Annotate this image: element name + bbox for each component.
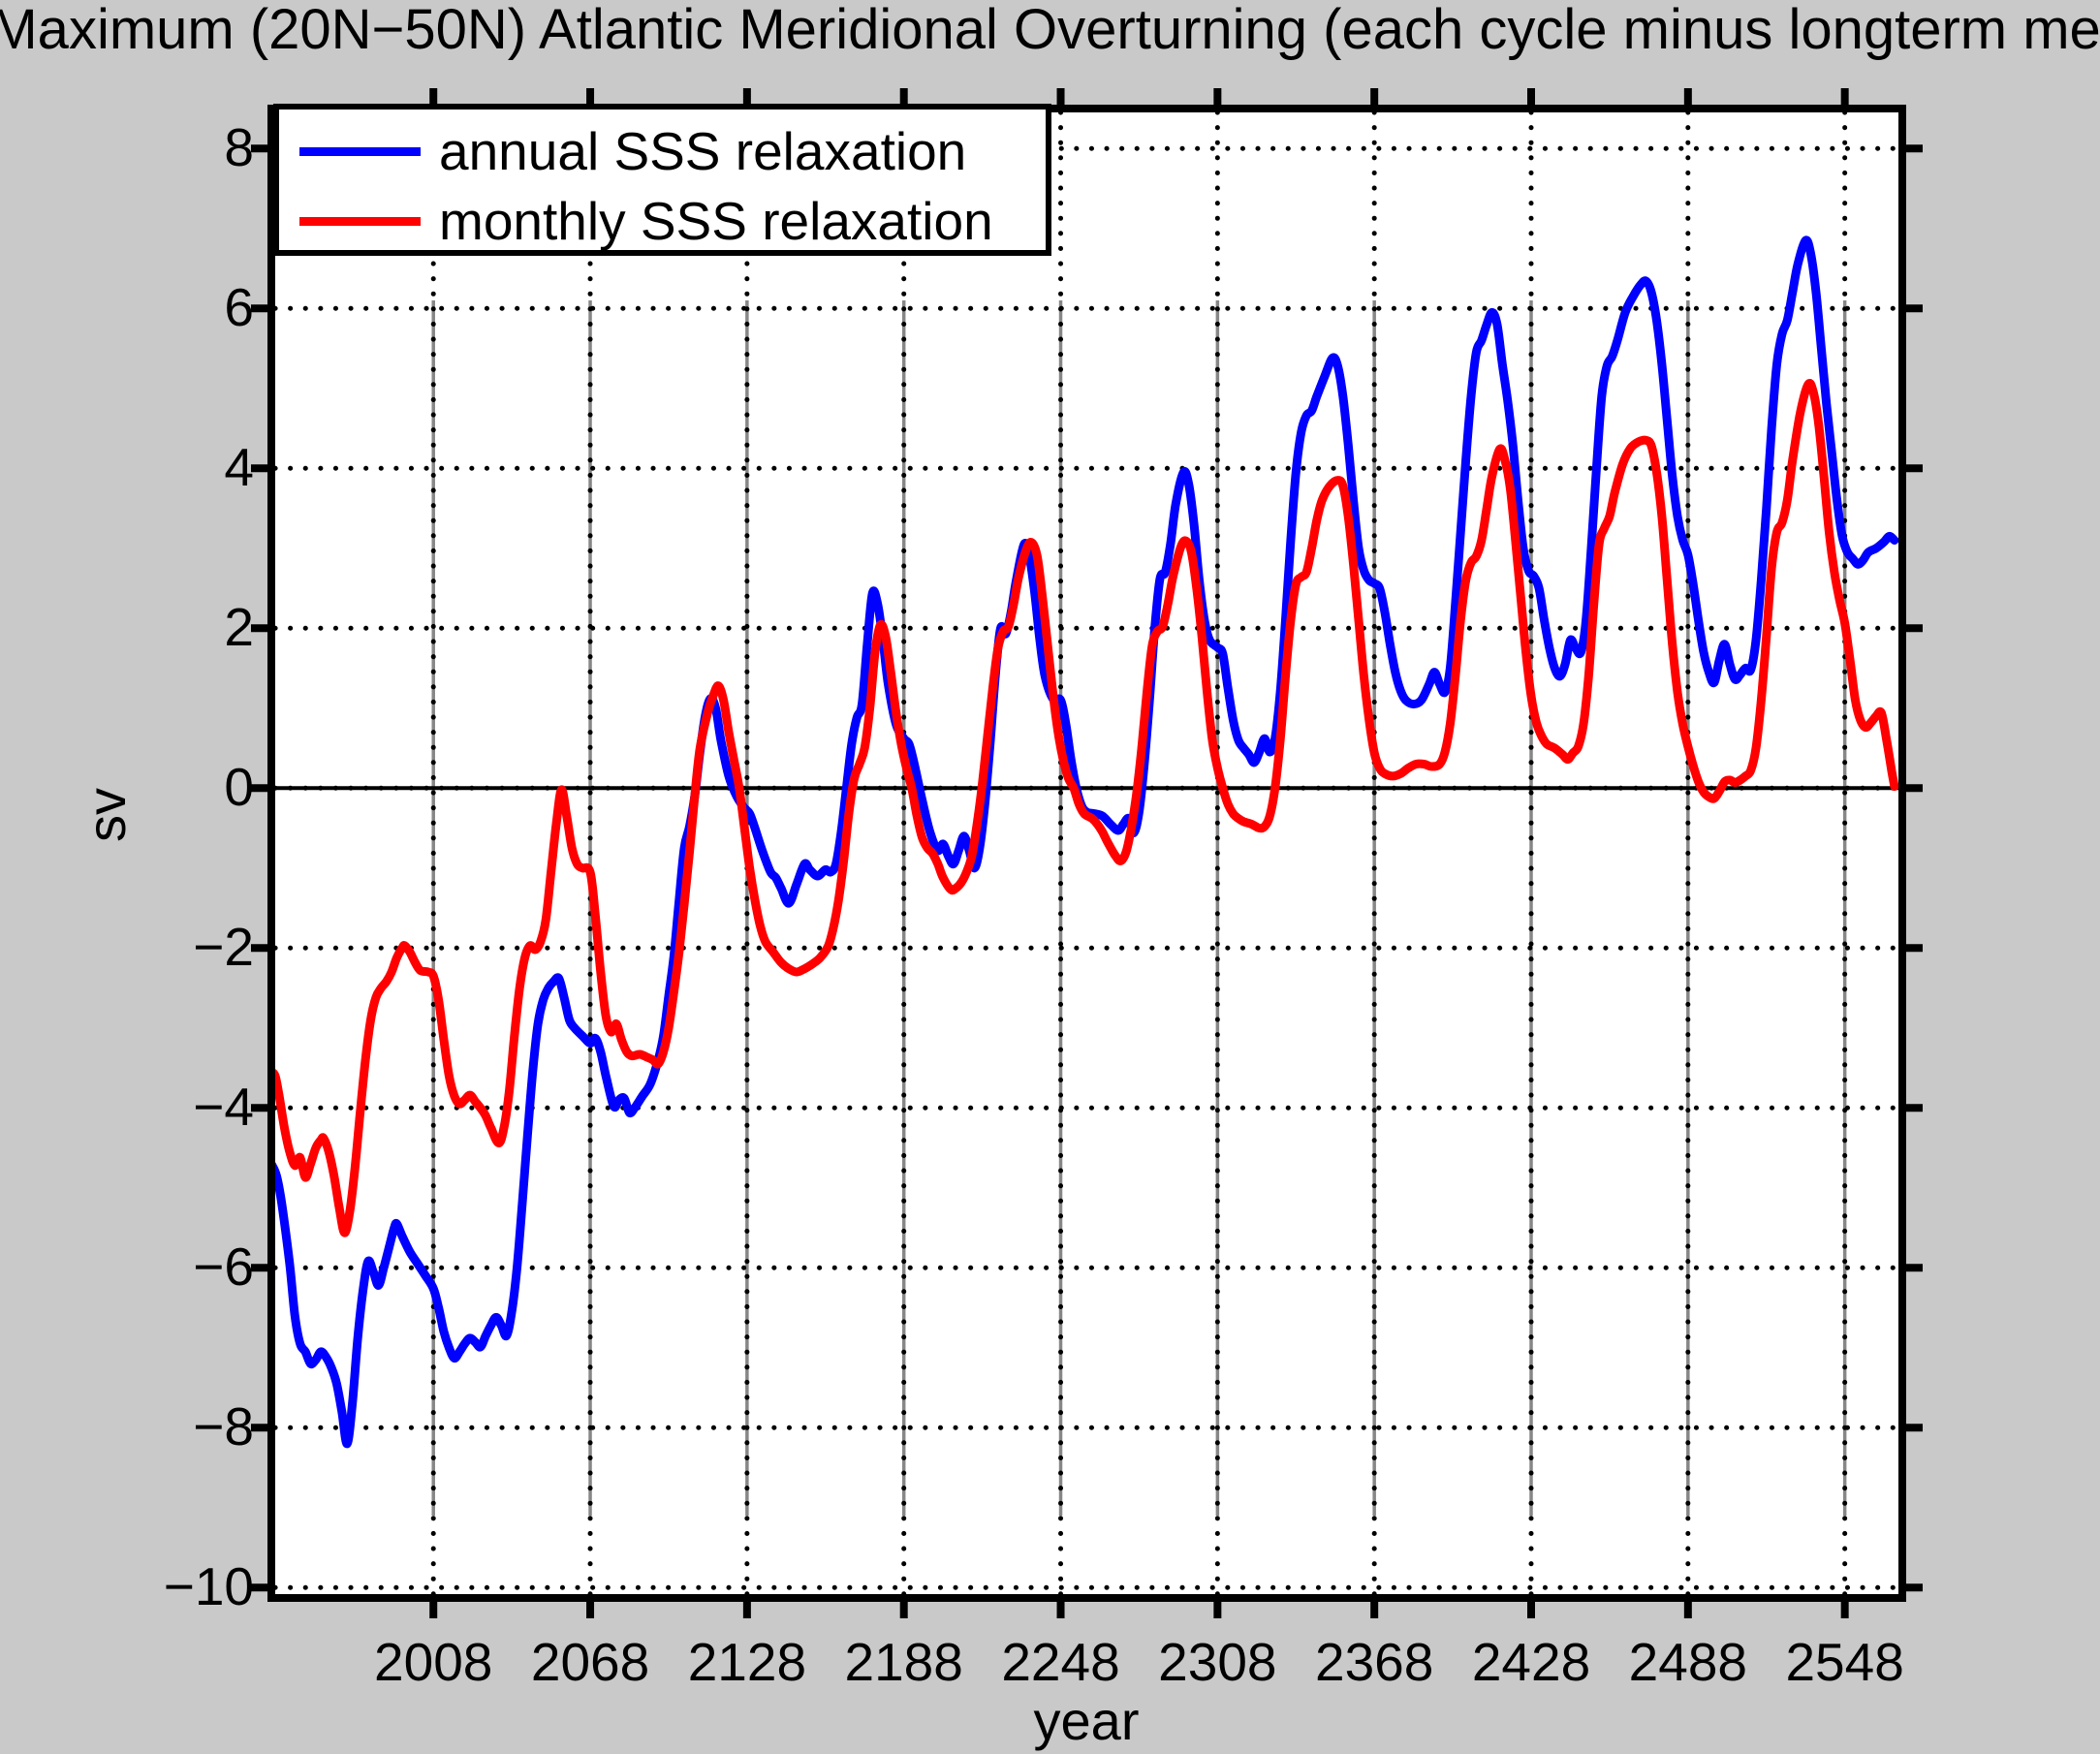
x-tick-label: 2008 <box>374 1632 493 1692</box>
x-tick-label: 2188 <box>844 1632 963 1692</box>
x-tick-label: 2128 <box>687 1632 807 1692</box>
y-tick-label: −4 <box>193 1077 254 1138</box>
y-tick-label: −2 <box>193 917 254 978</box>
monthly-line-sample <box>299 216 421 226</box>
x-tick-label: 2308 <box>1158 1632 1277 1692</box>
chart-title: Maximum (20N−50N) Atlantic Meridional Ov… <box>0 0 2100 60</box>
x-axis-label: year <box>1033 1690 1140 1751</box>
series-annual-curve <box>271 235 1899 1449</box>
y-tick-label: −10 <box>163 1556 254 1617</box>
plot-area <box>271 109 1902 1598</box>
y-tick-label: −8 <box>193 1396 254 1457</box>
x-tick-label: 2428 <box>1471 1632 1591 1692</box>
y-tick-label: 4 <box>224 437 254 498</box>
legend-entry-annual: annual SSS relaxation <box>279 117 1046 185</box>
legend-label-annual: annual SSS relaxation <box>439 120 967 181</box>
y-tick-label: 0 <box>224 757 254 818</box>
annual-line-sample <box>299 146 421 156</box>
x-tick-label: 2488 <box>1628 1632 1747 1692</box>
x-tick-label: 2248 <box>1001 1632 1120 1692</box>
y-tick-label: 6 <box>224 277 254 338</box>
legend: annual SSS relaxation monthly SSS relaxa… <box>273 104 1051 256</box>
y-tick-label: 2 <box>224 597 254 658</box>
series-monthly-curve <box>271 378 1899 1237</box>
y-tick-label: 8 <box>224 117 254 178</box>
title-strip: Maximum (20N−50N) Atlantic Meridional Ov… <box>0 0 2100 60</box>
y-tick-label: −6 <box>193 1237 254 1298</box>
x-tick-label: 2548 <box>1785 1632 1904 1692</box>
legend-entry-monthly: monthly SSS relaxation <box>279 187 1046 255</box>
x-tick-label: 2068 <box>530 1632 650 1692</box>
axes-box <box>267 105 1906 1602</box>
x-tick-label: 2368 <box>1314 1632 1434 1692</box>
legend-label-monthly: monthly SSS relaxation <box>439 190 993 251</box>
